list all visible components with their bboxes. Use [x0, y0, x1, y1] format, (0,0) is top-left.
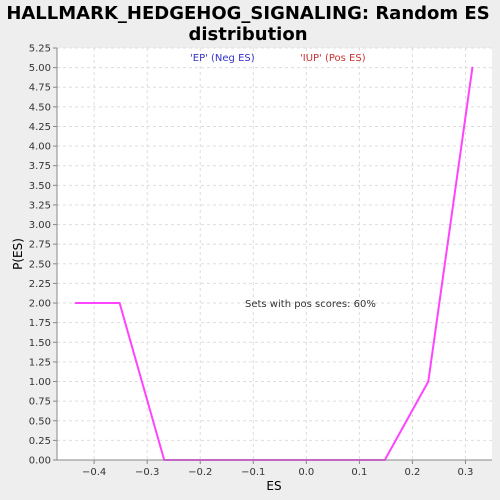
x-tick-label: −0.1 — [241, 467, 265, 478]
y-tick-label: 2.25 — [29, 279, 51, 290]
series-point — [118, 302, 121, 305]
y-tick-label: 3.75 — [29, 161, 51, 172]
y-tick-label: 5.00 — [29, 63, 51, 74]
y-tick-label: 3.00 — [29, 220, 51, 231]
series-point — [471, 66, 474, 69]
y-axis-label: P(ES) — [11, 238, 25, 270]
y-tick-label: 1.50 — [29, 338, 51, 349]
legend-entry-neg: 'EP' (Neg ES) — [190, 53, 255, 64]
chart-title-line-1: HALLMARK_HEDGEHOG_SIGNALING: Random ES — [6, 3, 489, 24]
y-tick-label: 3.25 — [29, 200, 51, 211]
y-axis-ticks: 0.00 0.25 0.50 0.75 1.00 1.25 1.50 1.75 2.00 2.25… — [29, 44, 57, 467]
y-tick-label: 2.50 — [29, 259, 51, 270]
chart-title-line-2: distribution — [188, 24, 307, 45]
x-tick-label: 0.3 — [458, 467, 474, 478]
x-axis-ticks: −0.4 −0.3 −0.2 −0.1 0.0 0.1 0.2 0.3 — [82, 460, 473, 478]
y-tick-label: 2.00 — [29, 299, 51, 310]
y-tick-label: 0.50 — [29, 416, 51, 427]
x-tick-label: 0.2 — [404, 467, 420, 478]
y-tick-label: 0.75 — [29, 397, 51, 408]
series-point — [427, 380, 430, 383]
grid — [57, 47, 492, 461]
legend-entry-pos: 'IUP' (Pos ES) — [300, 53, 366, 64]
chart-title: HALLMARK_HEDGEHOG_SIGNALING: Random ES d… — [6, 3, 489, 45]
x-axis-label: ES — [266, 479, 281, 493]
plot-area — [57, 48, 492, 460]
y-tick-label: 0.00 — [29, 456, 51, 467]
x-tick-label: −0.4 — [82, 467, 106, 478]
y-tick-label: 3.50 — [29, 181, 51, 192]
y-tick-label: 4.25 — [29, 122, 51, 133]
y-tick-label: 4.75 — [29, 83, 51, 94]
pos-score-annotation: Sets with pos scores: 60% — [245, 299, 376, 310]
x-tick-label: 0.1 — [351, 467, 367, 478]
y-tick-label: 4.50 — [29, 102, 51, 113]
x-tick-label: −0.2 — [188, 467, 212, 478]
y-tick-label: 0.25 — [29, 436, 51, 447]
y-tick-label: 4.00 — [29, 142, 51, 153]
y-tick-label: 1.00 — [29, 377, 51, 388]
series-point — [74, 302, 77, 305]
y-tick-label: 1.75 — [29, 318, 51, 329]
y-tick-label: 5.25 — [29, 44, 51, 55]
y-tick-label: 1.25 — [29, 357, 51, 368]
x-tick-label: −0.3 — [135, 467, 159, 478]
y-tick-label: 2.75 — [29, 240, 51, 251]
x-tick-label: 0.0 — [298, 467, 314, 478]
